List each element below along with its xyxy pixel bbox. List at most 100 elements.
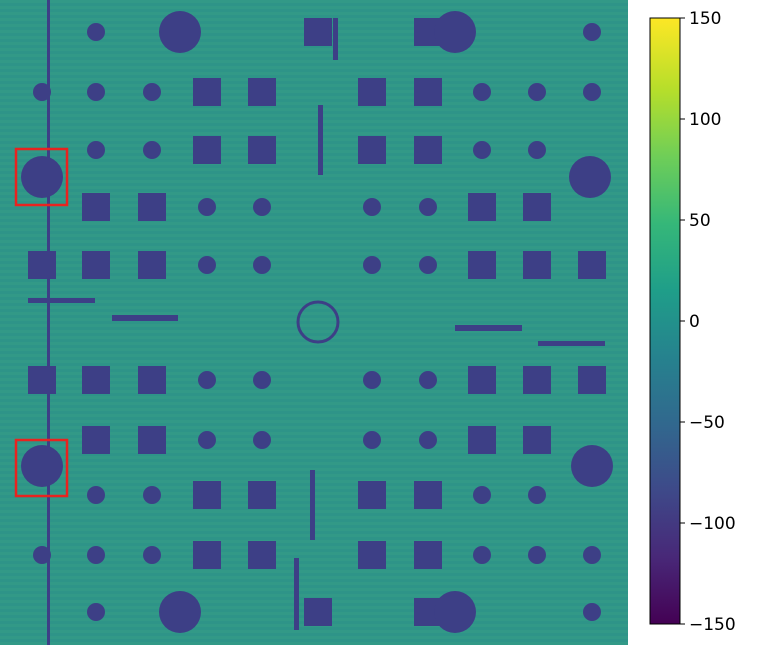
bar-feature — [318, 105, 323, 175]
small-circle-feature — [528, 546, 546, 564]
small-circle-feature — [87, 603, 105, 621]
square-feature — [193, 481, 221, 509]
small-circle-feature — [143, 546, 161, 564]
square-feature — [28, 251, 56, 279]
large-circle-feature — [434, 591, 476, 633]
square-feature — [414, 481, 442, 509]
colorbar-tick-label: −50 — [689, 413, 725, 433]
colorbar-tick-label: 150 — [689, 9, 721, 29]
colorbar-tick-label: 50 — [689, 211, 711, 231]
small-circle-feature — [198, 371, 216, 389]
square-feature — [248, 541, 276, 569]
large-circle-feature — [21, 156, 63, 198]
square-feature — [138, 193, 166, 221]
large-circle-feature — [159, 591, 201, 633]
square-feature — [248, 136, 276, 164]
large-circle-feature — [434, 11, 476, 53]
small-circle-feature — [583, 23, 601, 41]
square-feature — [193, 136, 221, 164]
square-feature — [304, 598, 332, 626]
square-feature — [82, 426, 110, 454]
small-circle-feature — [33, 83, 51, 101]
small-circle-feature — [583, 546, 601, 564]
square-feature — [358, 78, 386, 106]
square-feature — [193, 78, 221, 106]
heatmap-image — [0, 0, 628, 645]
colorbar-tick-label: −100 — [689, 514, 736, 534]
small-circle-feature — [363, 198, 381, 216]
small-circle-feature — [143, 141, 161, 159]
large-circle-feature — [571, 445, 613, 487]
small-circle-feature — [528, 486, 546, 504]
square-feature — [578, 366, 606, 394]
bar-feature — [28, 298, 95, 303]
square-feature — [358, 481, 386, 509]
small-circle-feature — [363, 371, 381, 389]
bar-feature — [333, 18, 338, 60]
bar-feature — [310, 470, 315, 540]
highlight-box — [14, 147, 69, 207]
small-circle-feature — [583, 603, 601, 621]
square-feature — [468, 426, 496, 454]
small-circle-feature — [87, 23, 105, 41]
colorbar-tick-label: 100 — [689, 110, 721, 130]
small-circle-feature — [143, 486, 161, 504]
small-circle-feature — [87, 546, 105, 564]
vertical-line-feature — [47, 0, 50, 645]
square-feature — [82, 251, 110, 279]
square-feature — [82, 366, 110, 394]
small-circle-feature — [198, 198, 216, 216]
small-circle-feature — [473, 546, 491, 564]
square-feature — [138, 426, 166, 454]
small-circle-feature — [253, 198, 271, 216]
square-feature — [468, 366, 496, 394]
square-feature — [523, 426, 551, 454]
colorbar-tick-label: −150 — [689, 615, 736, 635]
square-feature — [193, 541, 221, 569]
square-feature — [468, 251, 496, 279]
small-circle-feature — [253, 371, 271, 389]
colorbar: 150 100 50 0 −50 −100 −150 — [649, 9, 736, 635]
small-circle-feature — [473, 486, 491, 504]
square-feature — [523, 251, 551, 279]
large-circle-feature — [21, 445, 63, 487]
small-circle-feature — [419, 198, 437, 216]
square-feature — [82, 193, 110, 221]
colorbar-gradient — [649, 17, 681, 625]
square-feature — [28, 366, 56, 394]
small-circle-feature — [198, 431, 216, 449]
small-circle-feature — [419, 431, 437, 449]
small-circle-feature — [419, 256, 437, 274]
small-circle-feature — [253, 256, 271, 274]
small-circle-feature — [143, 83, 161, 101]
center-ring-feature — [296, 300, 340, 344]
square-feature — [248, 481, 276, 509]
small-circle-feature — [33, 546, 51, 564]
square-feature — [468, 193, 496, 221]
square-feature — [138, 366, 166, 394]
square-feature — [358, 541, 386, 569]
colorbar-tick-label: 0 — [689, 312, 700, 332]
bar-feature — [455, 325, 522, 331]
square-feature — [248, 78, 276, 106]
square-feature — [414, 541, 442, 569]
small-circle-feature — [528, 141, 546, 159]
square-feature — [304, 18, 332, 46]
small-circle-feature — [87, 83, 105, 101]
small-circle-feature — [473, 83, 491, 101]
bar-feature — [294, 558, 299, 630]
square-feature — [414, 136, 442, 164]
square-feature — [523, 366, 551, 394]
square-feature — [578, 251, 606, 279]
small-circle-feature — [198, 256, 216, 274]
small-circle-feature — [419, 371, 437, 389]
highlight-box — [14, 438, 69, 498]
small-circle-feature — [528, 83, 546, 101]
square-feature — [414, 78, 442, 106]
small-circle-feature — [583, 83, 601, 101]
square-feature — [138, 251, 166, 279]
large-circle-feature — [159, 11, 201, 53]
small-circle-feature — [87, 486, 105, 504]
small-circle-feature — [363, 256, 381, 274]
